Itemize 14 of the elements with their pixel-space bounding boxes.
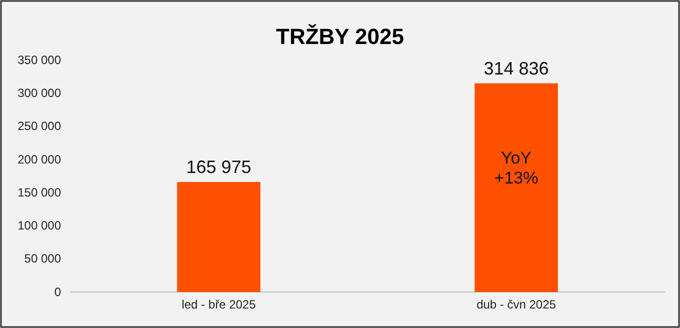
y-tick-label: 0 (54, 284, 62, 299)
data-label: 165 975 (186, 156, 252, 177)
y-tick-label: 250 000 (18, 119, 62, 134)
data-label: 314 836 (484, 58, 549, 78)
y-tick-label: 200 000 (18, 152, 62, 166)
x-tick-label: led - bře 2025 (182, 298, 256, 312)
x-tick-label: dub - čvn 2025 (476, 298, 556, 312)
annotation: YoY +13% (494, 148, 538, 188)
y-tick-label: 50 000 (24, 252, 62, 266)
y-tick-label: 100 000 (18, 218, 62, 233)
y-tick-label: 300 000 (18, 86, 62, 100)
y-tick-label: 350 000 (18, 52, 62, 67)
chart-title: TRŽBY 2025 (276, 24, 404, 49)
y-tick-label: 150 000 (18, 185, 62, 200)
